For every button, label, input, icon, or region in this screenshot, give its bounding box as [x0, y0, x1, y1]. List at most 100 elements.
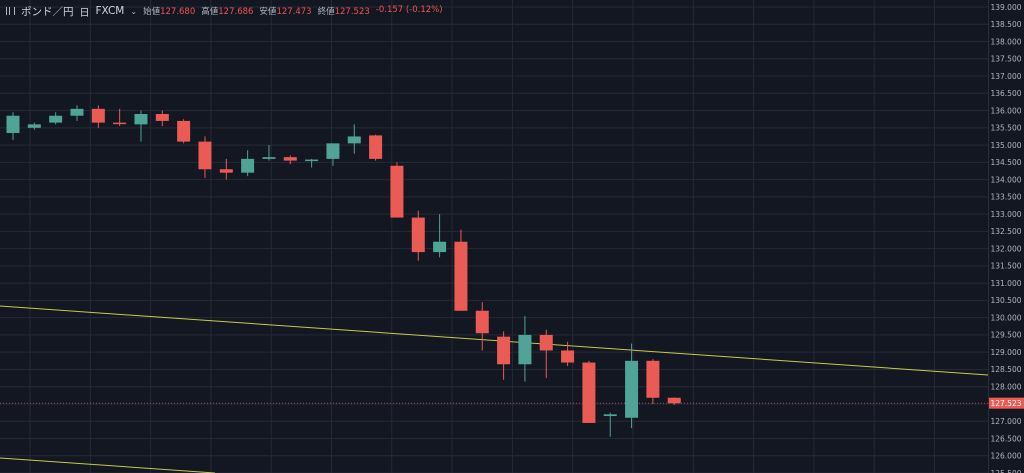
y-tick-label: 128.500 — [990, 365, 1021, 374]
candle[interactable] — [305, 158, 319, 168]
y-tick-label: 137.500 — [990, 55, 1021, 64]
candle-body — [369, 135, 383, 159]
candle-body — [667, 397, 681, 404]
y-tick-label: 138.500 — [990, 20, 1021, 29]
y-tick-label: 138.000 — [990, 37, 1021, 46]
candle[interactable] — [433, 214, 447, 258]
y-tick-label: 126.500 — [990, 434, 1021, 443]
candle[interactable] — [411, 210, 425, 261]
candle[interactable] — [497, 331, 511, 380]
last-price-badge: 127.523 — [989, 397, 1024, 409]
y-tick-label: 132.000 — [990, 244, 1021, 253]
open-value: 127.680 — [160, 7, 196, 17]
candle[interactable] — [667, 397, 681, 405]
candle-body — [113, 122, 127, 125]
y-tick-label: 133.000 — [990, 210, 1021, 219]
y-tick-label: 136.000 — [990, 106, 1021, 115]
candle-body — [262, 157, 276, 159]
chevron-down-icon[interactable]: ⌄ — [130, 6, 138, 16]
candles[interactable] — [6, 105, 681, 437]
y-tick-label: 125.500 — [990, 469, 1021, 473]
last-price-badge-bg — [989, 397, 1024, 409]
candle[interactable] — [198, 136, 212, 178]
candle[interactable] — [241, 150, 255, 177]
candle[interactable] — [539, 329, 553, 379]
candle[interactable] — [561, 341, 575, 366]
y-tick-label: 134.000 — [990, 175, 1021, 184]
trendlines[interactable] — [0, 305, 989, 473]
change-value: -0.157 (-0.12%) — [375, 5, 443, 15]
candle[interactable] — [326, 143, 340, 166]
candle[interactable] — [134, 110, 148, 142]
low-label: 安値 — [259, 7, 277, 17]
candle[interactable] — [219, 158, 233, 180]
candle-body — [411, 217, 425, 253]
candle[interactable] — [262, 145, 276, 161]
ohlc-values: 始値127.680 高値127.686 安値127.473 終値127.523 … — [143, 5, 443, 17]
low-value: 127.473 — [276, 7, 312, 17]
y-tick-label: 126.000 — [990, 452, 1021, 461]
candle[interactable] — [113, 108, 127, 127]
candle-body — [326, 143, 340, 159]
y-tick-label: 132.500 — [990, 227, 1021, 236]
candle[interactable] — [646, 359, 660, 404]
trendline-upper[interactable] — [0, 305, 989, 376]
y-tick-label: 127.000 — [990, 417, 1021, 426]
candle[interactable] — [27, 122, 41, 130]
high-label: 高値 — [201, 7, 219, 17]
candle-body — [625, 360, 639, 418]
candle[interactable] — [6, 112, 20, 140]
candle-body — [241, 158, 255, 173]
open-label: 始値 — [143, 7, 161, 17]
close-value: 127.523 — [334, 7, 370, 17]
candle[interactable] — [475, 302, 489, 351]
candle-body — [390, 165, 404, 218]
candle[interactable] — [91, 105, 105, 128]
candle-body — [177, 120, 191, 142]
chart-legend: ポンド／円 日 FXCM ⌄ 始値127.680 高値127.686 安値127.… — [6, 3, 443, 19]
candle[interactable] — [603, 412, 617, 437]
bars-icon[interactable] — [6, 7, 15, 15]
candle[interactable] — [283, 155, 297, 165]
candle[interactable] — [625, 343, 639, 429]
candle[interactable] — [155, 110, 169, 127]
candle[interactable] — [177, 119, 191, 144]
candle[interactable] — [454, 229, 468, 311]
candle-body — [6, 115, 20, 133]
candle[interactable] — [518, 315, 532, 382]
data-source[interactable]: FXCM — [95, 5, 125, 17]
candle-body — [582, 362, 596, 423]
candle-body — [646, 360, 660, 398]
candle-body — [433, 241, 447, 253]
y-tick-label: 130.500 — [990, 296, 1021, 305]
candle-body — [49, 115, 63, 123]
candle-body — [305, 159, 319, 162]
price-axis-background — [988, 0, 1024, 473]
y-tick-label: 139.000 — [990, 3, 1021, 12]
y-tick-label: 134.500 — [990, 158, 1021, 167]
candle-body — [497, 336, 511, 365]
y-tick-label: 135.000 — [990, 141, 1021, 150]
y-tick-label: 136.500 — [990, 89, 1021, 98]
y-tick-label: 131.000 — [990, 279, 1021, 288]
candle[interactable] — [582, 360, 596, 423]
y-tick-label: 131.500 — [990, 262, 1021, 271]
candle[interactable] — [390, 162, 404, 218]
candle-body — [539, 334, 553, 351]
y-tick-label: 129.500 — [990, 331, 1021, 340]
y-tick-label: 137.000 — [990, 72, 1021, 81]
interval-label[interactable]: 日 — [79, 7, 90, 19]
candle[interactable] — [369, 134, 383, 161]
candle[interactable] — [49, 112, 63, 125]
symbol-name[interactable]: ポンド／円 — [21, 5, 74, 18]
candle-body — [134, 114, 148, 125]
price-axis[interactable] — [988, 0, 1024, 473]
candle-body — [454, 241, 468, 311]
candle-body — [219, 169, 233, 173]
y-tick-label: 135.500 — [990, 124, 1021, 133]
y-tick-label: 128.000 — [990, 383, 1021, 392]
trendline-lower[interactable] — [0, 457, 216, 473]
candle[interactable] — [347, 124, 361, 154]
candle[interactable] — [70, 105, 84, 121]
